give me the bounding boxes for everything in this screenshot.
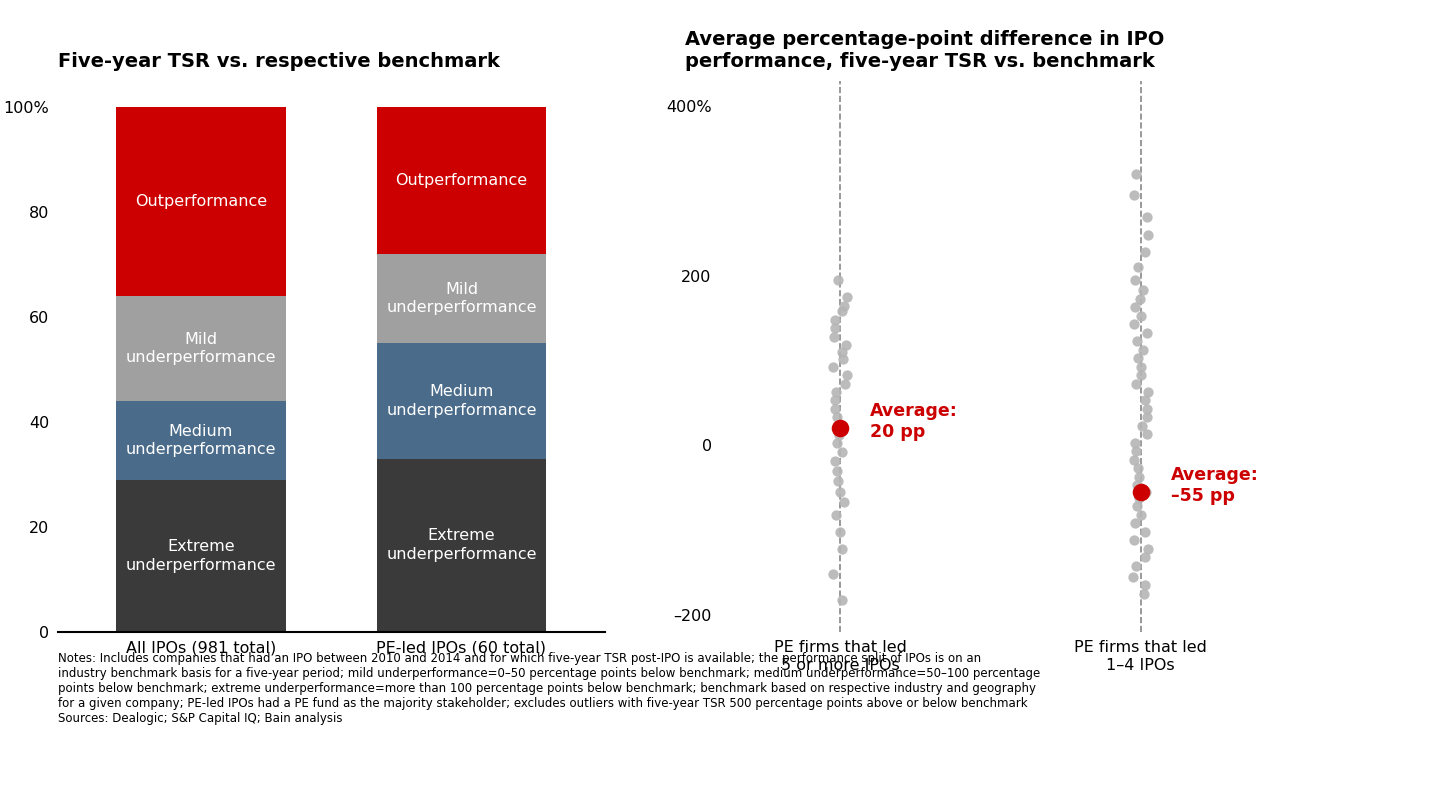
Bar bbox=[377, 458, 546, 632]
Point bbox=[1125, 445, 1148, 458]
Point bbox=[828, 422, 851, 435]
Point bbox=[1132, 284, 1155, 296]
Point bbox=[831, 593, 854, 606]
Point bbox=[1135, 485, 1158, 498]
Point bbox=[829, 526, 852, 539]
Point bbox=[1129, 485, 1152, 498]
Point bbox=[1133, 394, 1156, 407]
Point bbox=[1133, 526, 1156, 539]
Bar bbox=[117, 107, 285, 296]
Point bbox=[831, 446, 854, 458]
Text: Average percentage-point difference in IPO
performance, five-year TSR vs. benchm: Average percentage-point difference in I… bbox=[685, 30, 1165, 71]
Point bbox=[832, 352, 855, 365]
Point bbox=[834, 339, 857, 352]
Point bbox=[1130, 509, 1153, 522]
Text: Outperformance: Outperformance bbox=[396, 173, 527, 188]
Point bbox=[1136, 210, 1159, 223]
Point bbox=[1125, 559, 1148, 572]
Point bbox=[1136, 386, 1159, 399]
Point bbox=[1125, 377, 1148, 390]
Bar bbox=[377, 343, 546, 458]
Point bbox=[1123, 437, 1146, 450]
Point bbox=[831, 305, 854, 318]
Point bbox=[832, 496, 855, 509]
Point bbox=[1122, 454, 1145, 467]
Text: Medium
underperformance: Medium underperformance bbox=[386, 384, 537, 418]
Text: Average:
–55 pp: Average: –55 pp bbox=[1171, 466, 1259, 505]
Text: Notes: Includes companies that had an IPO between 2010 and 2014 and for which fi: Notes: Includes companies that had an IP… bbox=[58, 652, 1040, 725]
Point bbox=[1136, 228, 1159, 241]
Point bbox=[1123, 534, 1146, 547]
Text: Extreme
underperformance: Extreme underperformance bbox=[125, 539, 276, 573]
Point bbox=[827, 475, 850, 488]
Text: Extreme
underperformance: Extreme underperformance bbox=[386, 528, 537, 562]
Point bbox=[824, 322, 847, 335]
Point bbox=[827, 274, 850, 287]
Point bbox=[828, 485, 851, 498]
Point bbox=[1133, 578, 1156, 591]
Point bbox=[1126, 500, 1149, 513]
Point bbox=[1129, 309, 1152, 322]
Point bbox=[1132, 343, 1155, 356]
Point bbox=[821, 360, 844, 373]
Point bbox=[835, 291, 858, 304]
Point bbox=[831, 346, 854, 359]
Point bbox=[1136, 542, 1159, 555]
Point bbox=[1135, 326, 1158, 339]
Point bbox=[1123, 189, 1146, 202]
Point bbox=[834, 377, 857, 390]
Point bbox=[825, 464, 848, 477]
Point bbox=[1135, 411, 1158, 424]
Point bbox=[824, 394, 847, 407]
Point bbox=[1126, 335, 1149, 347]
Point bbox=[1132, 587, 1155, 600]
Point bbox=[1126, 261, 1149, 274]
Text: Mild
underperformance: Mild underperformance bbox=[125, 332, 276, 365]
Point bbox=[822, 330, 845, 343]
Point bbox=[1122, 318, 1145, 330]
Point bbox=[1129, 360, 1152, 373]
Point bbox=[1130, 420, 1153, 433]
Point bbox=[1128, 492, 1151, 505]
Point bbox=[828, 428, 851, 441]
Bar bbox=[377, 107, 546, 254]
Point bbox=[1129, 292, 1152, 305]
Point bbox=[824, 403, 847, 416]
Point bbox=[1123, 517, 1146, 530]
Point bbox=[829, 542, 852, 555]
Point bbox=[825, 437, 848, 450]
Point bbox=[824, 509, 847, 522]
Point bbox=[1123, 274, 1146, 287]
Point bbox=[1133, 551, 1156, 564]
Point bbox=[1133, 245, 1156, 258]
Point bbox=[1136, 428, 1159, 441]
Bar bbox=[117, 480, 285, 632]
Point bbox=[1123, 301, 1146, 313]
Point bbox=[1126, 352, 1149, 365]
Point bbox=[1128, 471, 1151, 484]
Bar bbox=[117, 401, 285, 480]
Point bbox=[1130, 369, 1153, 382]
Point bbox=[824, 454, 847, 467]
Text: Five-year TSR vs. respective benchmark: Five-year TSR vs. respective benchmark bbox=[58, 52, 500, 71]
Point bbox=[822, 568, 845, 581]
Point bbox=[824, 386, 847, 399]
Point bbox=[1126, 462, 1149, 475]
Point bbox=[825, 411, 848, 424]
Bar bbox=[117, 296, 285, 401]
Text: Medium
underperformance: Medium underperformance bbox=[125, 424, 276, 457]
Point bbox=[1136, 403, 1159, 416]
Point bbox=[829, 420, 852, 433]
Point bbox=[835, 369, 858, 382]
Point bbox=[1126, 479, 1149, 492]
Point bbox=[832, 299, 855, 312]
Point bbox=[1122, 570, 1145, 583]
Text: Average:
20 pp: Average: 20 pp bbox=[870, 403, 958, 441]
Point bbox=[1125, 168, 1148, 181]
Text: Outperformance: Outperformance bbox=[135, 194, 266, 209]
Bar bbox=[377, 254, 546, 343]
Point bbox=[824, 313, 847, 326]
Text: Mild
underperformance: Mild underperformance bbox=[386, 282, 537, 316]
